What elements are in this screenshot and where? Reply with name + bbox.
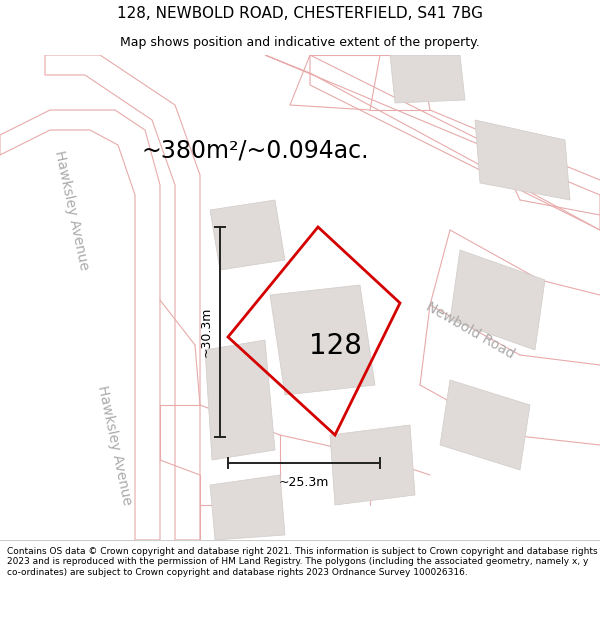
Text: Newbold Road: Newbold Road (424, 299, 517, 361)
Text: Hawksley Avenue: Hawksley Avenue (95, 384, 134, 506)
Text: Map shows position and indicative extent of the property.: Map shows position and indicative extent… (120, 36, 480, 49)
Text: Contains OS data © Crown copyright and database right 2021. This information is : Contains OS data © Crown copyright and d… (7, 547, 598, 577)
Polygon shape (390, 55, 465, 103)
Polygon shape (210, 475, 285, 540)
Polygon shape (45, 55, 200, 540)
Polygon shape (265, 55, 600, 230)
Polygon shape (270, 285, 375, 395)
Polygon shape (310, 55, 600, 230)
Text: Hawksley Avenue: Hawksley Avenue (52, 149, 92, 271)
Text: 128: 128 (309, 331, 362, 359)
Polygon shape (475, 120, 570, 200)
Text: ~380m²/~0.094ac.: ~380m²/~0.094ac. (141, 138, 369, 162)
Polygon shape (440, 380, 530, 470)
Polygon shape (205, 340, 275, 460)
Polygon shape (330, 425, 415, 505)
Text: 128, NEWBOLD ROAD, CHESTERFIELD, S41 7BG: 128, NEWBOLD ROAD, CHESTERFIELD, S41 7BG (117, 6, 483, 21)
Text: ~30.3m: ~30.3m (199, 307, 212, 357)
Polygon shape (210, 200, 285, 270)
Polygon shape (450, 250, 545, 350)
Polygon shape (0, 110, 160, 540)
Text: ~25.3m: ~25.3m (279, 476, 329, 489)
